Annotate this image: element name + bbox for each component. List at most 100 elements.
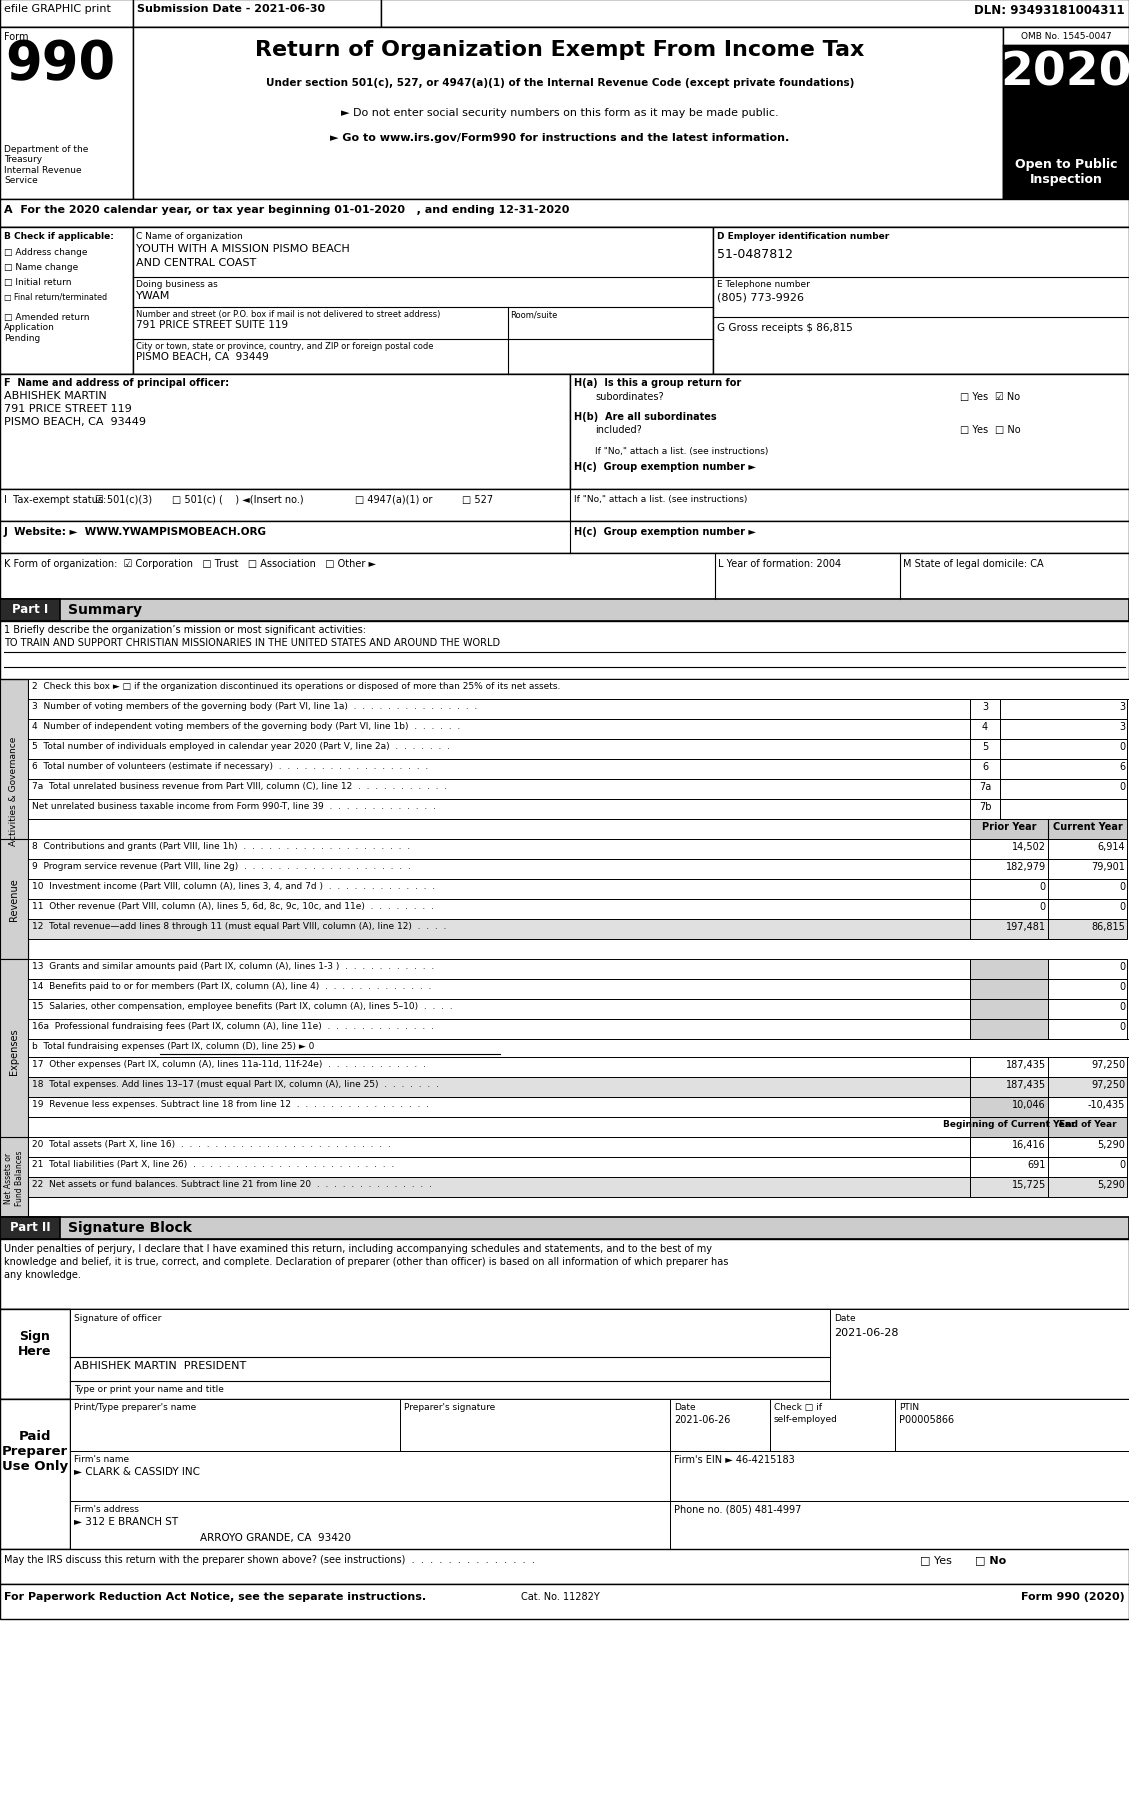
Text: subordinates?: subordinates? (595, 392, 664, 401)
Text: J  Website: ►  WWW.YWAMPISMOBEACH.ORG: J Website: ► WWW.YWAMPISMOBEACH.ORG (5, 526, 266, 537)
Text: ABHISHEK MARTIN: ABHISHEK MARTIN (5, 390, 107, 401)
Bar (970, 999, 1048, 1019)
Bar (1048, 1019, 1127, 1039)
Bar (0, 1310, 1129, 1399)
Bar (28, 820, 970, 840)
Text: Summary: Summary (68, 604, 142, 616)
Bar (28, 1097, 970, 1117)
Text: knowledge and belief, it is true, correct, and complete. Declaration of preparer: knowledge and belief, it is true, correc… (5, 1256, 728, 1267)
Text: Phone no. (805) 481-4997: Phone no. (805) 481-4997 (674, 1503, 802, 1514)
Bar (970, 820, 1127, 840)
Bar (0, 228, 133, 374)
Bar (895, 1399, 1129, 1451)
Text: 2020: 2020 (1000, 51, 1129, 96)
Bar (1048, 900, 1127, 920)
Bar (1000, 719, 1127, 739)
Text: 11  Other revenue (Part VIII, column (A), lines 5, 6d, 8c, 9c, 10c, and 11e)  . : 11 Other revenue (Part VIII, column (A),… (32, 902, 434, 911)
Bar (970, 920, 1048, 940)
Bar (0, 228, 1129, 374)
Text: OMB No. 1545-0047: OMB No. 1545-0047 (1021, 33, 1111, 42)
Bar (28, 1156, 970, 1178)
Text: 15  Salaries, other compensation, employee benefits (Part IX, column (A), lines : 15 Salaries, other compensation, employe… (32, 1001, 453, 1010)
Text: Firm's name: Firm's name (75, 1455, 129, 1464)
Bar (0, 1218, 60, 1240)
Bar (70, 1310, 830, 1399)
Text: C Name of organization: C Name of organization (135, 231, 243, 240)
Bar (28, 739, 970, 759)
Text: 691: 691 (1027, 1160, 1045, 1169)
Bar (28, 920, 970, 940)
Bar (970, 1117, 1048, 1137)
Text: Firm's address: Firm's address (75, 1503, 139, 1512)
Bar (1048, 1097, 1127, 1117)
Bar (970, 739, 1000, 759)
Bar (570, 374, 1129, 490)
Text: 1 Briefly describe the organization’s mission or most significant activities:: 1 Briefly describe the organization’s mi… (5, 625, 366, 634)
Bar (830, 1310, 1129, 1399)
Text: YWAM: YWAM (135, 291, 170, 300)
Text: Under section 501(c), 527, or 4947(a)(1) of the Internal Revenue Code (except pr: Under section 501(c), 527, or 4947(a)(1)… (265, 78, 855, 89)
Text: Signature of officer: Signature of officer (75, 1314, 161, 1323)
Bar (0, 1310, 70, 1399)
Bar (0, 374, 1129, 490)
Text: Net unrelated business taxable income from Form 990-T, line 39  .  .  .  .  .  .: Net unrelated business taxable income fr… (32, 802, 436, 811)
Bar (0, 27, 133, 201)
Text: 0: 0 (1119, 1001, 1124, 1012)
Bar (28, 860, 970, 880)
Text: □ Name change: □ Name change (5, 262, 78, 271)
Text: self-employed: self-employed (774, 1415, 838, 1424)
Bar (0, 553, 1129, 600)
Text: b  Total fundraising expenses (Part IX, column (D), line 25) ► 0: b Total fundraising expenses (Part IX, c… (32, 1041, 314, 1050)
Bar (970, 719, 1000, 739)
Text: 21  Total liabilities (Part X, line 26)  .  .  .  .  .  .  .  .  .  .  .  .  .  : 21 Total liabilities (Part X, line 26) .… (32, 1160, 394, 1169)
Bar (28, 759, 970, 779)
Bar (0, 0, 1129, 27)
Text: 12  Total revenue—add lines 8 through 11 (must equal Part VIII, column (A), line: 12 Total revenue—add lines 8 through 11 … (32, 922, 446, 931)
Text: 0: 0 (1119, 782, 1124, 791)
Text: Paid
Preparer
Use Only: Paid Preparer Use Only (2, 1429, 68, 1473)
Bar (28, 1117, 970, 1137)
Text: 0: 0 (1119, 902, 1124, 911)
Text: 14  Benefits paid to or for members (Part IX, column (A), line 4)  .  .  .  .  .: 14 Benefits paid to or for members (Part… (32, 981, 431, 990)
Text: F  Name and address of principal officer:: F Name and address of principal officer: (5, 378, 229, 389)
Text: H(c)  Group exemption number ►: H(c) Group exemption number ► (574, 526, 756, 537)
Text: Prior Year: Prior Year (982, 822, 1036, 831)
Bar (28, 799, 970, 820)
Text: Submission Date - 2021-06-30: Submission Date - 2021-06-30 (137, 4, 325, 14)
Bar (1000, 779, 1127, 799)
Text: K Form of organization:  ☑ Corporation   □ Trust   □ Association   □ Other ►: K Form of organization: ☑ Corporation □ … (5, 558, 376, 569)
Bar (1048, 1156, 1127, 1178)
Bar (70, 1502, 669, 1549)
Bar (28, 719, 970, 739)
Text: G Gross receipts $ 86,815: G Gross receipts $ 86,815 (717, 323, 852, 332)
Bar (1048, 880, 1127, 900)
Text: 0: 0 (1119, 961, 1124, 972)
Text: Print/Type preparer's name: Print/Type preparer's name (75, 1402, 196, 1411)
Bar (669, 1502, 1129, 1549)
Bar (970, 900, 1048, 920)
Bar (1048, 1077, 1127, 1097)
Text: Cat. No. 11282Y: Cat. No. 11282Y (520, 1592, 599, 1601)
Text: 10  Investment income (Part VIII, column (A), lines 3, 4, and 7d )  .  .  .  .  : 10 Investment income (Part VIII, column … (32, 882, 435, 891)
Text: 16,416: 16,416 (1013, 1140, 1045, 1149)
Text: ☑ No: ☑ No (995, 392, 1021, 401)
Text: 4: 4 (982, 721, 988, 732)
Text: 15,725: 15,725 (1012, 1180, 1045, 1189)
Text: 97,250: 97,250 (1091, 1079, 1124, 1090)
Bar (400, 1399, 669, 1451)
Text: Net Assets or
Fund Balances: Net Assets or Fund Balances (5, 1149, 24, 1205)
Text: ► CLARK & CASSIDY INC: ► CLARK & CASSIDY INC (75, 1465, 200, 1476)
Text: 2  Check this box ► □ if the organization discontinued its operations or dispose: 2 Check this box ► □ if the organization… (32, 681, 560, 690)
Text: 3: 3 (1119, 701, 1124, 712)
Text: 791 PRICE STREET 119: 791 PRICE STREET 119 (5, 403, 132, 414)
Text: □ No: □ No (975, 1554, 1006, 1565)
Bar (0, 374, 570, 490)
Bar (1048, 979, 1127, 999)
Bar (28, 1057, 970, 1077)
Text: 7a  Total unrelated business revenue from Part VIII, column (C), line 12  .  .  : 7a Total unrelated business revenue from… (32, 782, 447, 790)
Text: any knowledge.: any knowledge. (5, 1269, 81, 1279)
Text: □ 527: □ 527 (462, 495, 493, 504)
Text: 22  Net assets or fund balances. Subtract line 21 from line 20  .  .  .  .  .  .: 22 Net assets or fund balances. Subtract… (32, 1180, 432, 1189)
Bar (970, 960, 1048, 979)
Text: 3  Number of voting members of the governing body (Part VI, line 1a)  .  .  .  .: 3 Number of voting members of the govern… (32, 701, 478, 710)
